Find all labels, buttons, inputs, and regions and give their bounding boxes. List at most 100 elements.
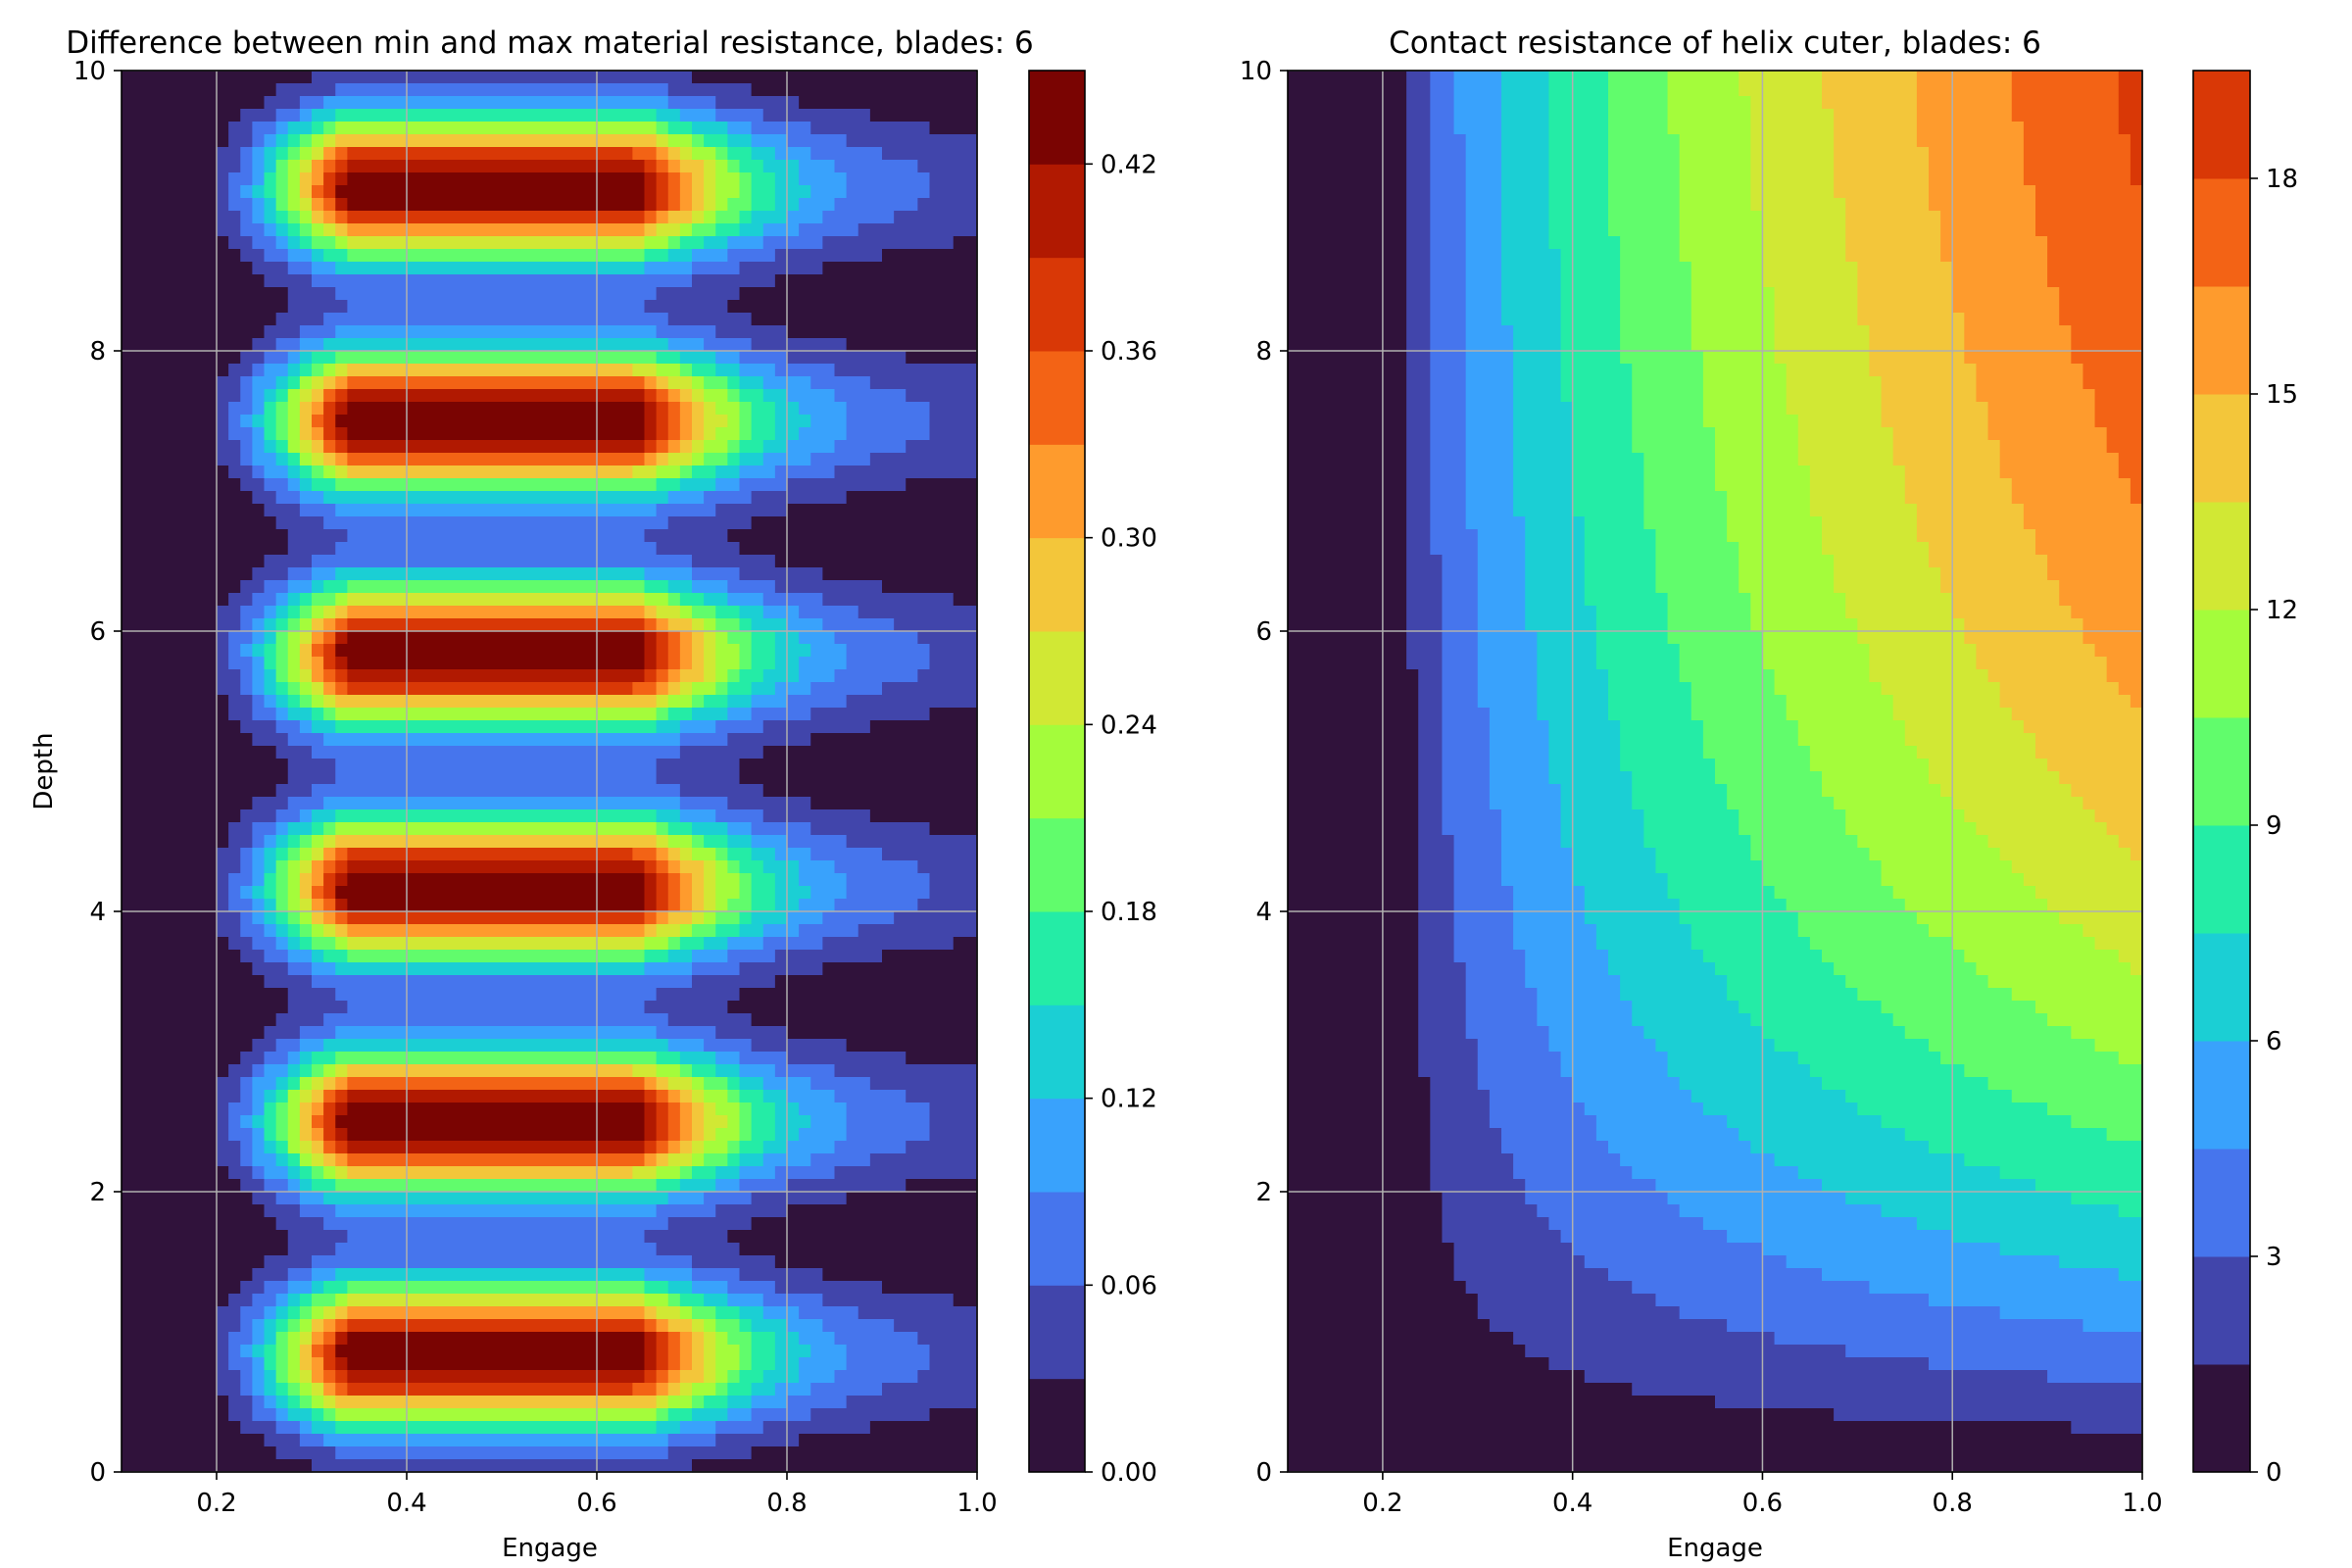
right-contour-cell bbox=[1465, 351, 1514, 365]
left-contour-cell bbox=[667, 1039, 705, 1053]
left-contour-cell bbox=[739, 287, 978, 301]
left-contour-cell bbox=[122, 606, 218, 619]
right-contour-cell bbox=[1406, 618, 1444, 632]
right-contour-cell bbox=[2130, 134, 2143, 148]
left-contour-cell bbox=[252, 1396, 266, 1409]
left-contour-cell bbox=[264, 669, 277, 683]
left-contour-cell bbox=[656, 924, 681, 938]
left-contour-cell bbox=[751, 618, 788, 632]
left-contour-cell bbox=[715, 886, 741, 900]
left-contour-cell bbox=[704, 491, 753, 505]
left-contour-cell bbox=[228, 185, 241, 199]
left-contour-cell bbox=[122, 122, 229, 135]
left-contour-cell bbox=[667, 860, 681, 874]
left-contour-cell bbox=[323, 440, 336, 454]
right-contour-cell bbox=[1288, 1052, 1419, 1065]
left-contour-cell bbox=[122, 695, 229, 709]
left-contour-cell bbox=[217, 198, 229, 212]
left-contour-cell bbox=[644, 1306, 658, 1320]
right-contour-cell bbox=[1584, 555, 1657, 568]
left-contour-cell bbox=[822, 962, 978, 976]
right-contour-cell bbox=[1288, 172, 1407, 186]
right-contour-cell bbox=[1964, 1153, 2143, 1167]
right-contour-cell bbox=[2059, 911, 2143, 925]
right-contour-cell bbox=[1288, 886, 1419, 900]
left-contour-cell bbox=[667, 1319, 693, 1333]
right-contour-cell bbox=[1822, 529, 1918, 543]
right-contour-cell bbox=[1288, 1013, 1419, 1027]
left-contour-cell bbox=[299, 1064, 313, 1078]
right-contour-cell bbox=[2011, 83, 2120, 97]
right-contour-cell bbox=[2023, 504, 2143, 517]
left-contour-cell bbox=[727, 160, 741, 173]
left-contour-cell bbox=[275, 1077, 289, 1091]
left-contour-cell bbox=[264, 1090, 277, 1103]
left-contour-cell bbox=[264, 249, 289, 263]
right-contour-cell bbox=[1548, 172, 1609, 186]
right-contour-cell bbox=[1453, 71, 1502, 84]
left-contour-cell bbox=[312, 1319, 324, 1333]
left-contour-cell bbox=[252, 1166, 266, 1180]
right-contour-cell bbox=[2130, 478, 2143, 492]
left-contour-cell bbox=[704, 160, 716, 173]
left-contour-cell bbox=[692, 567, 741, 581]
right-contour-cell bbox=[1632, 402, 1704, 416]
right-contour-cell bbox=[1999, 466, 2120, 479]
left-contour-cell bbox=[347, 1166, 633, 1180]
left-contour-cell bbox=[252, 822, 277, 836]
right-contour-cell bbox=[1822, 96, 1918, 110]
left-contour-cell bbox=[312, 1166, 324, 1180]
right-contour-cell bbox=[1643, 478, 1716, 492]
left-contour-cell bbox=[667, 873, 681, 887]
right-colorbar-tick-label: 0 bbox=[2266, 1458, 2282, 1488]
left-contour-cell bbox=[751, 198, 776, 212]
left-contour-cell bbox=[312, 1345, 324, 1358]
left-contour-cell bbox=[217, 873, 229, 887]
right-contour-cell bbox=[1288, 134, 1407, 148]
left-contour-cell bbox=[644, 249, 669, 263]
left-contour-cell bbox=[679, 440, 693, 454]
left-contour-cell bbox=[287, 223, 301, 237]
left-contour-cell bbox=[299, 402, 313, 416]
left-contour-cell bbox=[122, 287, 289, 301]
left-contour-cell bbox=[679, 1332, 693, 1346]
left-contour-cell bbox=[287, 300, 348, 314]
left-contour-cell bbox=[656, 542, 741, 556]
left-contour-cell bbox=[275, 631, 289, 645]
right-contour-cell bbox=[1857, 988, 2013, 1002]
right-contour-cell bbox=[1465, 172, 1502, 186]
left-contour-cell bbox=[228, 708, 253, 721]
left-contour-cell bbox=[275, 134, 289, 148]
left-contour-cell bbox=[667, 427, 681, 441]
left-contour-cell bbox=[264, 1166, 289, 1180]
left-contour-cell bbox=[252, 211, 266, 224]
left-contour-cell bbox=[739, 911, 753, 925]
left-contour-cell bbox=[122, 1332, 218, 1346]
left-contour-cell bbox=[929, 657, 978, 670]
left-contour-cell bbox=[287, 427, 301, 441]
left-contour-cell bbox=[217, 427, 229, 441]
right-contour-cell bbox=[1430, 440, 1467, 454]
left-contour-cell bbox=[810, 733, 978, 747]
left-contour-cell bbox=[846, 695, 978, 709]
left-contour-cell bbox=[882, 580, 978, 594]
left-contour-cell bbox=[335, 122, 658, 135]
left-contour-cell bbox=[692, 695, 705, 709]
left-contour-cell bbox=[727, 1396, 753, 1409]
right-contour-cell bbox=[1501, 122, 1550, 135]
right-contour-cell bbox=[2047, 759, 2143, 772]
left-contour-cell bbox=[217, 618, 241, 632]
right-contour-cell bbox=[1288, 1230, 1444, 1244]
left-contour-cell bbox=[739, 1243, 978, 1256]
left-contour-cell bbox=[122, 937, 229, 951]
right-contour-cell bbox=[1288, 1141, 1431, 1154]
right-contour-cell bbox=[2082, 797, 2143, 810]
right-contour-cell bbox=[1987, 835, 2120, 849]
left-contour-cell bbox=[929, 644, 978, 658]
left-contour-cell bbox=[335, 402, 348, 416]
right-contour-cell bbox=[1869, 351, 1965, 365]
right-contour-cell bbox=[1608, 1268, 1823, 1282]
left-contour-cell bbox=[335, 771, 658, 785]
right-contour-cell bbox=[1739, 1001, 1883, 1014]
left-contour-cell bbox=[704, 338, 753, 352]
